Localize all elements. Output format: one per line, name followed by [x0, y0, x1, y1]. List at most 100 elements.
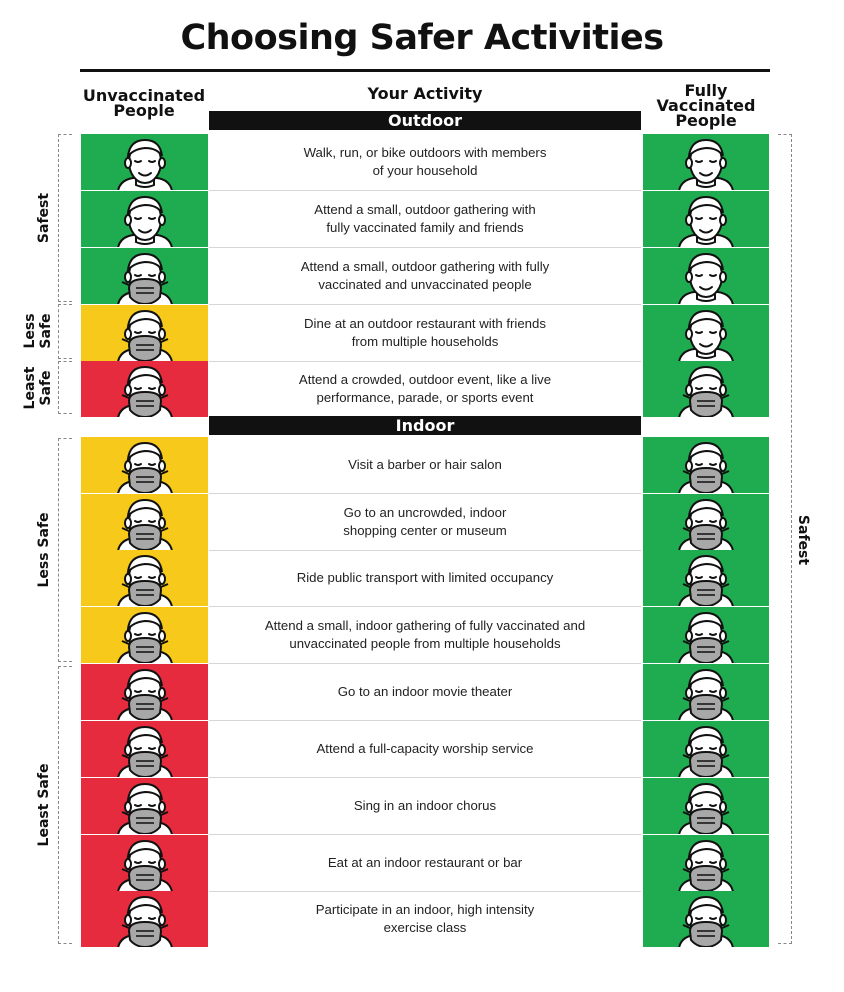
masked-face-icon: [678, 365, 734, 417]
masked-face-icon: [678, 839, 734, 891]
activity-text: Eat at an indoor restaurant or bar: [328, 854, 522, 872]
unvaccinated-risk-cell: [81, 721, 208, 777]
activity-text: Sing in an indoor chorus: [354, 797, 496, 815]
activity-row: Visit a barber or hair salon: [80, 437, 770, 494]
activity-row: Attend a small, outdoor gathering with f…: [80, 248, 770, 305]
activity-description: Attend a crowded, outdoor event, like a …: [209, 361, 641, 417]
activity-description: Attend a full-capacity worship service: [209, 721, 641, 777]
masked-face-icon: [116, 441, 173, 493]
masked-face-icon: [116, 252, 173, 304]
unvaccinated-risk-cell: [81, 891, 208, 947]
face-icon: [116, 138, 173, 190]
activity-text: Attend a full-capacity worship service: [317, 740, 534, 758]
activity-description: Attend a small, indoor gathering of full…: [209, 607, 641, 663]
activity-line: shopping center or museum: [343, 523, 507, 538]
activity-line: Go to an indoor movie theater: [337, 684, 513, 699]
activity-line: Eat at an indoor restaurant or bar: [327, 855, 523, 870]
page-title: Choosing Safer Activities: [180, 18, 664, 58]
vaccinated-risk-cell: [643, 305, 769, 361]
row-divider: [209, 777, 641, 778]
vaccinated-risk-cell: [643, 191, 769, 247]
face-icon: [116, 195, 173, 247]
activity-row: Eat at an indoor restaurant or bar: [80, 835, 770, 892]
bracket-less-safe-indoor: [58, 438, 72, 662]
bracket-label-less-safe-indoor: Less Safe: [36, 512, 52, 588]
activity-line: Attend a small, outdoor gathering with f…: [300, 259, 550, 274]
activity-text: Ride public transport with limited occup…: [297, 569, 554, 587]
activity-row: Go to an indoor movie theater: [80, 664, 770, 721]
activity-row: Dine at an outdoor restaurant with frien…: [80, 305, 770, 362]
bracket-label-line: Least: [22, 366, 38, 410]
masked-face-icon: [116, 498, 173, 550]
section-header-indoor: Indoor: [209, 416, 641, 435]
activity-row: Attend a small, indoor gathering of full…: [80, 607, 770, 664]
activity-line: unvaccinated people from multiple househ…: [289, 636, 561, 651]
face-icon: [678, 195, 734, 247]
row-divider: [209, 606, 641, 607]
activity-line: Attend a crowded, outdoor event, like a …: [298, 372, 552, 387]
masked-face-icon: [116, 725, 173, 777]
bracket-less-safe-outdoor: [58, 304, 72, 359]
column-header-activity: Your Activity: [367, 83, 483, 103]
unvaccinated-risk-cell: [81, 494, 208, 550]
activity-line: performance, parade, or sports event: [316, 390, 534, 405]
activity-line: Attend a full-capacity worship service: [316, 741, 534, 756]
vaccinated-risk-cell: [643, 835, 769, 891]
row-divider: [209, 663, 641, 664]
activity-description: Eat at an indoor restaurant or bar: [209, 835, 641, 891]
activity-line: of your household: [372, 163, 478, 178]
activity-description: Attend a small, outdoor gathering with f…: [209, 248, 641, 304]
bracket-least-safe-outdoor: [58, 361, 72, 414]
row-divider: [209, 493, 641, 494]
activity-row: Attend a crowded, outdoor event, like a …: [80, 361, 770, 417]
activity-text: Participate in an indoor, high intensity…: [316, 901, 534, 937]
row-divider: [209, 361, 641, 362]
bracket-label-least-safe-outdoor: Least Safe: [22, 367, 54, 410]
unvaccinated-risk-cell: [81, 607, 208, 663]
row-divider: [209, 190, 641, 191]
row-divider: [209, 304, 641, 305]
vaccinated-risk-cell: [643, 891, 769, 947]
bracket-safest-outdoor: [58, 134, 72, 302]
masked-face-icon: [678, 441, 734, 493]
activity-description: Visit a barber or hair salon: [209, 437, 641, 493]
activity-line: Sing in an indoor chorus: [353, 798, 497, 813]
bracket-label-safest-vaccinated: Safest: [795, 514, 811, 566]
vaccinated-risk-cell: [643, 248, 769, 304]
column-header-vaccinated: Fully Vaccinated People: [656, 80, 756, 130]
activity-line: Ride public transport with limited occup…: [296, 570, 554, 585]
vaccinated-risk-cell: [643, 607, 769, 663]
activity-line: Walk, run, or bike outdoors with members: [303, 145, 547, 160]
unvaccinated-risk-cell: [81, 191, 208, 247]
bracket-safest-vaccinated: [778, 134, 792, 944]
activity-line: from multiple households: [351, 334, 499, 349]
bracket-least-safe-indoor: [58, 666, 72, 944]
activity-text: Attend a small, outdoor gathering with f…: [301, 258, 550, 294]
face-icon: [678, 138, 734, 190]
activity-line: exercise class: [383, 920, 467, 935]
vaccinated-risk-cell: [643, 778, 769, 834]
masked-face-icon: [678, 611, 734, 663]
unvaccinated-risk-cell: [81, 550, 208, 606]
unvaccinated-risk-cell: [81, 778, 208, 834]
activity-text: Attend a crowded, outdoor event, like a …: [299, 371, 551, 407]
activity-row: Attend a full-capacity worship service: [80, 721, 770, 778]
activity-description: Walk, run, or bike outdoors with members…: [209, 134, 641, 190]
activity-text: Go to an uncrowded, indoor shopping cente…: [343, 504, 506, 540]
activity-text: Dine at an outdoor restaurant with frien…: [304, 315, 546, 351]
bracket-label-least-safe-indoor: Least Safe: [36, 763, 52, 847]
row-divider: [209, 550, 641, 551]
activity-line: fully vaccinated family and friends: [326, 220, 524, 235]
unvaccinated-risk-cell: [81, 361, 208, 417]
activity-line: Visit a barber or hair salon: [348, 457, 502, 472]
face-icon: [678, 309, 734, 361]
face-icon: [678, 252, 734, 304]
unvaccinated-risk-cell: [81, 437, 208, 493]
bracket-label-less-safe-outdoor: Less Safe: [22, 313, 54, 348]
unvaccinated-risk-cell: [81, 664, 208, 720]
activity-line: Attend a small, indoor gathering of full…: [264, 618, 586, 633]
bracket-label-line: Safe: [38, 370, 54, 406]
section-header-outdoor: Outdoor: [209, 111, 641, 130]
bracket-label-line: Less: [22, 313, 38, 349]
activity-description: Go to an uncrowded, indoor shopping cente…: [209, 494, 641, 550]
